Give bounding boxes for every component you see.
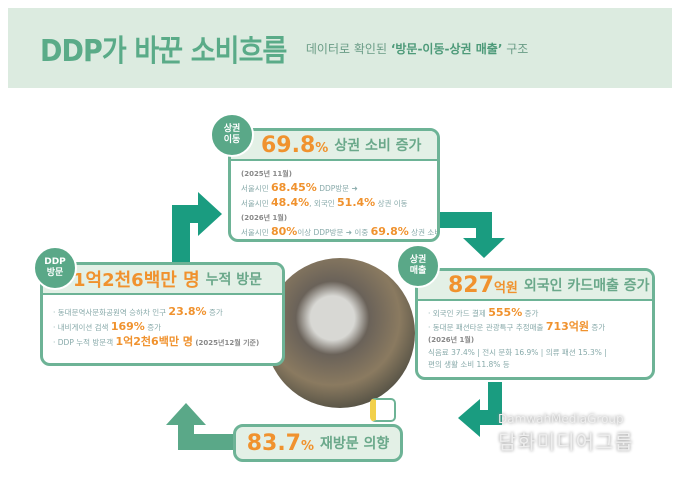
- text: 서울시민: [241, 228, 271, 237]
- text: 80%: [270, 225, 298, 238]
- revisit-headline: 재방문 의향: [320, 436, 390, 452]
- text: 827: [448, 272, 494, 298]
- card-visit: 1억2천6백만 명 누적 방문 · 동대문역사문화공원역 승하차 인구 23.8%…: [40, 262, 285, 366]
- mobility-big: 69.8%: [261, 133, 328, 158]
- text: 23.8%: [168, 305, 207, 318]
- text: 상권 이동: [375, 199, 408, 208]
- text: · 동대문역사문화공원역 승하차 인구: [53, 308, 169, 317]
- text: 억원: [493, 280, 518, 296]
- text: %: [300, 438, 315, 454]
- arrow-visit-to-mobility: [172, 192, 222, 262]
- text: 69.8: [261, 132, 316, 158]
- text: · 외국인 카드 결제: [428, 309, 489, 318]
- text: , 외국인: [309, 199, 338, 208]
- watermark: DamwahMediaGroup 담화미디어그룹: [498, 412, 634, 455]
- text: · 동대문 패션타운 관광특구 추정매출: [428, 322, 546, 332]
- text: 169%: [110, 320, 145, 333]
- text: 서울시민: [241, 184, 271, 193]
- text: 713억원: [545, 319, 590, 333]
- thumbs-up-icon: [370, 398, 396, 422]
- sales-headline: 외국인 카드매출 증가: [523, 278, 650, 294]
- text: 증가: [522, 309, 539, 318]
- arrow-revisit-to-visit: [166, 403, 234, 450]
- ddp-aerial-photo: [265, 258, 415, 408]
- text: 증가: [144, 323, 162, 332]
- text: (2026년 1월): [428, 336, 475, 344]
- text: 83.7: [246, 430, 301, 456]
- card-mobility: 69.8% 상권 소비 증가 (2025년 11월) 서울시민 68.45% DD…: [228, 128, 440, 242]
- text: 51.4%: [337, 196, 376, 209]
- text: 증가: [589, 322, 606, 332]
- mobility-headline: 상권 소비 증가: [334, 138, 422, 154]
- badge-mobility: 상권 이동: [210, 113, 254, 157]
- revisit-big: 83.7%: [247, 431, 314, 456]
- subtitle-pre: 데이터로 확인된: [305, 41, 391, 56]
- text: 68.45%: [270, 181, 317, 194]
- text: 상권 소비: [408, 228, 440, 237]
- card-sales: 827억원 외국인 카드매출 증가 · 외국인 카드 결제 555% 증가 · 동…: [415, 268, 655, 380]
- badge-visit: DDP 방문: [33, 246, 77, 290]
- text: 담화미디어그룹: [498, 430, 634, 454]
- text: 48.4%: [270, 196, 310, 209]
- date: (2026년 1월): [241, 214, 288, 222]
- visit-headline: 누적 방문: [205, 272, 263, 288]
- text: 편의 생활 소비 11.8% 등: [428, 360, 510, 369]
- text: 69.8%: [370, 225, 409, 238]
- subtitle-post: 구조: [502, 41, 529, 56]
- text: DDP방문 ➜: [316, 184, 358, 193]
- text: 1억2천6백만 명: [115, 335, 193, 348]
- badge-sales: 상권 매출: [396, 244, 440, 288]
- arrow-mobility-to-sales: [440, 212, 505, 258]
- text: · DDP 누적 방문객: [53, 338, 116, 347]
- text: (2025년12월 기준): [192, 339, 260, 347]
- text: DamwahMediaGroup: [498, 412, 624, 426]
- subtitle-bold: ‘방문-이동-상권 매출’: [390, 41, 503, 56]
- text: 식음료 37.4% | 전시 문화 16.9% | 의류 패션 15.3% |: [428, 347, 607, 357]
- sales-big: 827억원: [448, 273, 518, 298]
- arrow-sales-to-revisit: [458, 382, 502, 437]
- text: 555%: [488, 306, 523, 319]
- title-banner: DDP가 바꾼 소비흐름 데이터로 확인된 ‘방문-이동-상권 매출’ 구조: [8, 8, 672, 88]
- page-title: DDP가 바꾼 소비흐름: [40, 34, 287, 69]
- date: (2025년 11월): [241, 170, 292, 178]
- text: 증가: [206, 308, 223, 317]
- subtitle: 데이터로 확인된 ‘방문-이동-상권 매출’ 구조: [306, 40, 528, 57]
- visit-big: 1억2천6백만 명: [73, 270, 200, 291]
- card-revisit: 83.7% 재방문 의향: [233, 424, 403, 462]
- text: %: [315, 140, 329, 156]
- text: · 내비게이션 검색: [53, 323, 111, 332]
- text: 이상 DDP방문 ➜ 이중: [297, 228, 371, 237]
- text: 서울시민: [241, 199, 271, 208]
